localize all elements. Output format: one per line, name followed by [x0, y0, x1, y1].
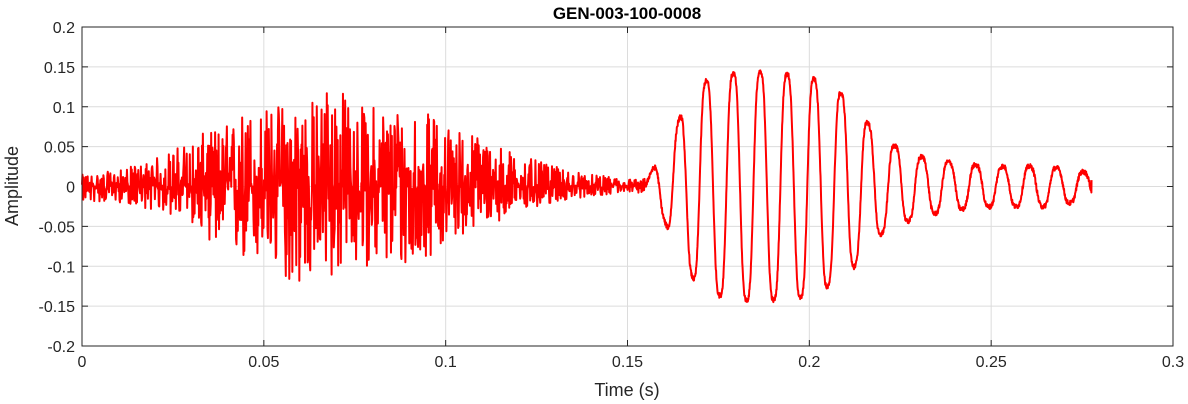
x-tick-label: 0.2: [798, 354, 820, 371]
y-tick-label: -0.15: [39, 299, 76, 316]
x-tick-label: 0.05: [248, 354, 279, 371]
y-tick-label: -0.2: [47, 339, 75, 356]
x-tick-label: 0.3: [1162, 354, 1184, 371]
x-tick-label: 0: [78, 354, 87, 371]
y-tick-labels: -0.2 -0.15 -0.1 -0.05 0 0.05 0.1 0.15 0.2: [39, 20, 76, 356]
waveform-line: [81, 69, 1093, 304]
y-tick-label: -0.05: [39, 219, 76, 236]
x-tick-label: 0.25: [976, 354, 1007, 371]
plot-frame: [81, 26, 1174, 347]
y-tick-label: 0.1: [53, 100, 75, 117]
x-tick-label: 0.1: [435, 354, 457, 371]
y-tick-label: 0: [66, 180, 75, 197]
x-axis-label: Time (s): [594, 380, 659, 400]
x-tick-labels: 0 0.05 0.1 0.15 0.2 0.25 0.3: [78, 354, 1185, 371]
y-tick-label: 0.05: [44, 140, 75, 157]
x-tick-label: 0.15: [612, 354, 643, 371]
y-axis-label: Amplitude: [2, 146, 22, 226]
y-tick-label: -0.1: [47, 259, 75, 276]
y-tick-label: 0.2: [53, 20, 75, 37]
chart-title: GEN-003-100-0008: [553, 4, 701, 23]
series-layer: [81, 69, 1093, 304]
y-tick-label: 0.15: [44, 60, 75, 77]
